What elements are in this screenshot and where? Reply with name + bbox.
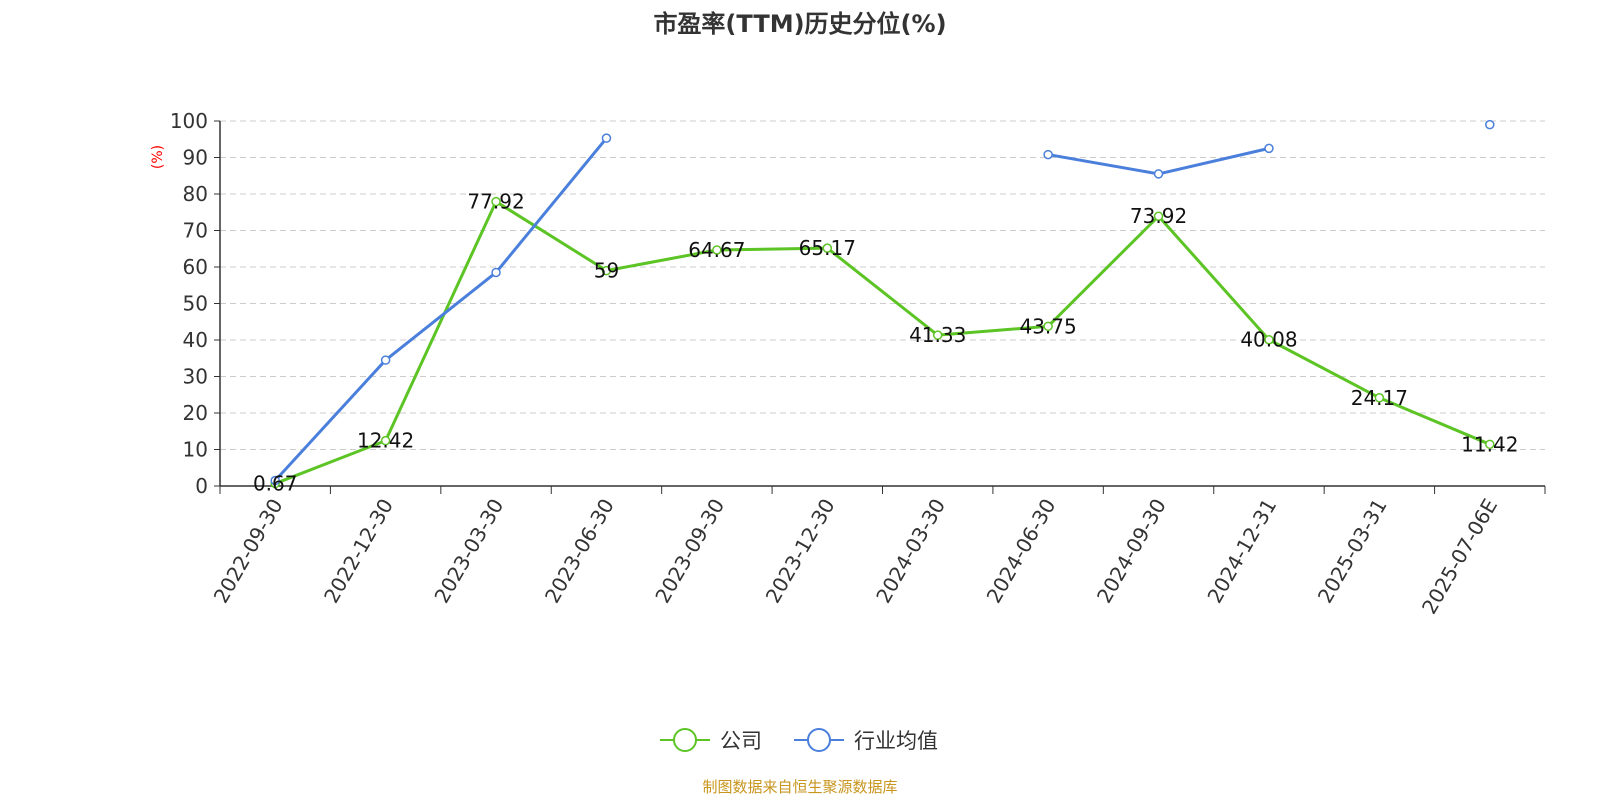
series-0-point-2 [491,196,501,207]
series-line-0 [274,200,1491,485]
legend-item-1[interactable]: 行业均值 [794,728,938,753]
data-label-5: 65.17 [799,236,856,260]
data-label-6: 41.33 [909,323,966,347]
series-0-point-4 [712,245,722,255]
x-tick-label-2022-09-30: 2022-09-30 [209,495,288,608]
y-tick-label-70: 70 [183,219,208,243]
series-1 [270,119,1495,486]
data-label-2: 77.92 [467,190,524,214]
legend-label-0: 公司 [720,729,762,753]
y-tick-label-30: 30 [183,365,208,389]
legend[interactable]: 公司 行业均值 [660,728,938,753]
series-1-point-1 [380,355,391,365]
series-0-point-8 [1153,211,1164,221]
series-0-point-7 [1043,321,1053,332]
x-tick-label-2023-09-30: 2023-09-30 [650,495,729,608]
y-axis-label: (%) [150,145,166,169]
series-1-point-0 [270,475,280,486]
x-tick-label-2024-12-31: 2024-12-31 [1202,495,1281,608]
source-note: 制图数据来自恒生聚源数据库 [702,778,897,796]
series-0-point-10 [1374,393,1385,403]
data-label-7: 43.75 [1019,314,1076,338]
chart-title: 市盈率(TTM)历史分位(%) [653,10,946,38]
y-tick-label-80: 80 [183,182,208,206]
x-tick-label-2024-03-30: 2024-03-30 [871,495,950,608]
y-tick-label-10: 10 [183,438,208,462]
y-tick-label-20: 20 [183,401,208,425]
data-labels: 0.67 12.42 77.92 59 64.67 65.17 41.33 43.75 73.9… [253,190,1518,496]
y-tick-label-50: 50 [183,292,208,316]
data-label-11: 11.42 [1461,432,1518,456]
data-label-4: 64.67 [688,238,745,262]
series [270,119,1495,489]
y-tick-label-0: 0 [195,474,208,498]
series-1-point-3 [601,133,612,143]
x-tick-label-2023-03-30: 2023-03-30 [429,495,508,608]
data-label-0: 0.67 [253,472,298,496]
series-0 [270,196,1495,489]
axes: 0 10 20 30 40 50 60 70 80 90 100 2022-09-30 2022-12-… [170,109,1546,619]
series-1-point-8 [1153,169,1164,179]
series-0-point-3 [601,265,612,276]
x-tick-label-2025-07-06E: 2025-07-06E [1417,495,1502,619]
y-tick-label-40: 40 [183,328,208,352]
series-1-point-2 [491,267,501,278]
x-tick-label-2022-12-30: 2022-12-30 [319,495,398,608]
legend-swatch-marker-1 [807,728,831,752]
x-tick-label-2023-06-30: 2023-06-30 [540,495,619,608]
data-label-3: 59 [594,259,619,283]
x-tick-label-2023-12-30: 2023-12-30 [761,495,840,608]
y-tick-label-90: 90 [183,146,208,170]
x-tick-label-2025-03-31: 2025-03-31 [1313,495,1392,608]
y-tick-label-100: 100 [170,109,208,133]
series-0-point-1 [380,435,391,446]
series-0-point-5 [822,243,833,253]
series-0-point-6 [932,330,943,340]
series-0-point-11 [1485,439,1495,450]
legend-label-1: 行业均值 [854,729,938,753]
data-label-9: 40.08 [1240,328,1297,352]
legend-item-0[interactable]: 公司 [660,728,762,753]
series-0-point-9 [1264,334,1274,345]
series-1-point-9 [1264,143,1274,154]
y-tick-label-60: 60 [183,255,208,279]
grid [220,120,1545,450]
legend-swatch-marker-0 [673,728,697,752]
x-tick-label-2024-09-30: 2024-09-30 [1092,495,1171,608]
series-1-point-7 [1043,149,1053,160]
series-line-1 [274,137,608,482]
x-tick-label-2024-06-30: 2024-06-30 [982,495,1061,608]
data-label-8: 73.92 [1130,204,1187,228]
data-label-10: 24.17 [1351,386,1408,410]
series-1-point-11 [1485,119,1495,130]
data-label-1: 12.42 [357,429,414,453]
